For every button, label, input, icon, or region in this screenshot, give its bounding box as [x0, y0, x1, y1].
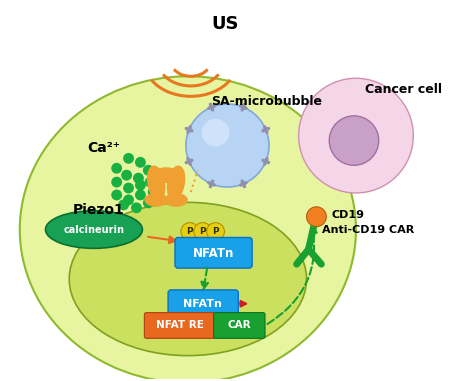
Text: Anti-CD19 CAR: Anti-CD19 CAR	[322, 224, 414, 235]
Circle shape	[181, 223, 199, 240]
FancyBboxPatch shape	[144, 313, 216, 338]
Circle shape	[131, 202, 142, 213]
Circle shape	[121, 170, 132, 181]
Circle shape	[299, 78, 413, 193]
Circle shape	[148, 187, 159, 197]
FancyArrowPatch shape	[267, 227, 317, 324]
Ellipse shape	[166, 165, 185, 201]
Circle shape	[143, 165, 154, 176]
Text: SA-microbubble: SA-microbubble	[212, 94, 323, 107]
Circle shape	[135, 189, 146, 200]
Text: US: US	[212, 15, 239, 33]
Circle shape	[207, 223, 225, 240]
Text: Cancer cell: Cancer cell	[365, 83, 442, 96]
Circle shape	[202, 119, 230, 147]
Circle shape	[133, 173, 144, 184]
Circle shape	[145, 177, 156, 187]
FancyBboxPatch shape	[168, 290, 239, 317]
Circle shape	[111, 163, 122, 174]
Text: CD19: CD19	[331, 210, 364, 220]
Circle shape	[118, 199, 129, 210]
Circle shape	[329, 116, 379, 165]
Circle shape	[123, 182, 134, 194]
Ellipse shape	[45, 211, 142, 248]
Circle shape	[143, 197, 154, 208]
Circle shape	[135, 157, 146, 168]
Circle shape	[186, 104, 269, 187]
FancyBboxPatch shape	[175, 237, 252, 268]
Ellipse shape	[164, 193, 188, 207]
Text: calcineurin: calcineurin	[63, 224, 125, 235]
Circle shape	[306, 207, 326, 227]
Ellipse shape	[69, 202, 306, 355]
Circle shape	[123, 194, 134, 205]
Text: Piezo1: Piezo1	[73, 203, 125, 217]
Text: P: P	[199, 227, 206, 236]
Circle shape	[111, 189, 122, 200]
Ellipse shape	[144, 193, 168, 207]
Text: NFATn: NFATn	[183, 299, 222, 309]
Circle shape	[111, 177, 122, 187]
Circle shape	[123, 153, 134, 164]
Text: NFAT RE: NFAT RE	[156, 320, 204, 330]
FancyArrowPatch shape	[202, 268, 208, 289]
Ellipse shape	[147, 165, 166, 201]
Text: NFATn: NFATn	[193, 247, 234, 260]
Circle shape	[135, 179, 146, 190]
Circle shape	[194, 223, 211, 240]
Ellipse shape	[152, 167, 180, 183]
Ellipse shape	[20, 76, 356, 381]
FancyBboxPatch shape	[214, 313, 265, 338]
Text: CAR: CAR	[228, 320, 251, 330]
Text: Ca²⁺: Ca²⁺	[87, 141, 120, 155]
Text: P: P	[212, 227, 219, 236]
Text: P: P	[187, 227, 193, 236]
